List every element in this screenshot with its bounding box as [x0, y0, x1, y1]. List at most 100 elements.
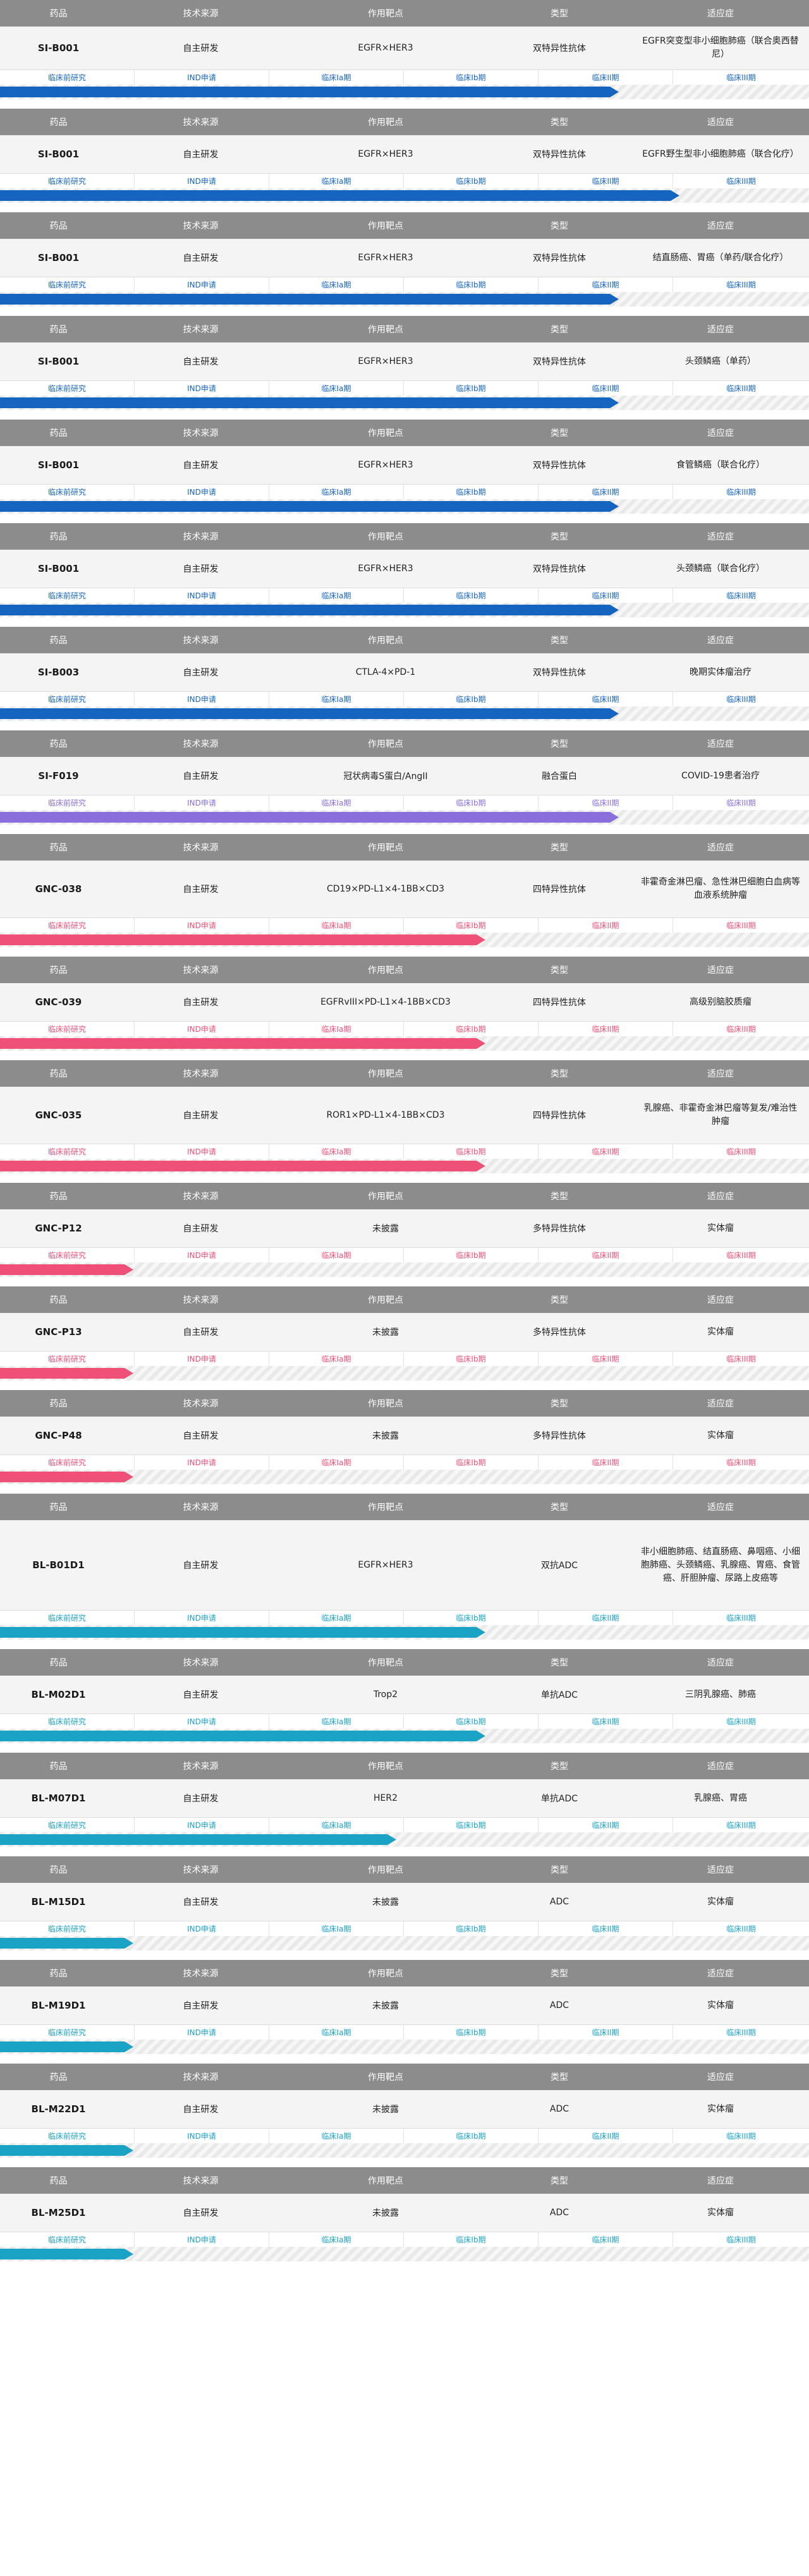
progress-track [0, 1832, 809, 1847]
cell-target: 未披露 [372, 1897, 399, 1908]
header-cell: 技术来源 [183, 1192, 219, 1202]
entry-header: 药品 技术来源 作用靶点 类型 适应症 [0, 1856, 809, 1883]
progress-bar [0, 87, 619, 97]
header-cell: 作用靶点 [368, 1762, 403, 1772]
progress-bar [0, 1368, 133, 1379]
stage-label: 临床III期 [726, 281, 756, 289]
stage-label: 临床II期 [538, 1921, 673, 1936]
stage-label: IND申请 [135, 2025, 269, 2040]
stage-label: 临床Ib期 [404, 174, 538, 188]
cell-source: 自主研发 [183, 2208, 219, 2218]
header-cell: 药品 [49, 1865, 68, 1875]
pipeline-entry: 药品 技术来源 作用靶点 类型 适应症 BL-M07D1 自主研发 HER2 单抗ADC 乳腺癌、… [0, 1753, 809, 1847]
stage-label: 临床III期 [726, 2235, 756, 2244]
cell-target: EGFR×HER3 [358, 356, 413, 366]
stage-label: 临床Ia期 [269, 1818, 404, 1832]
header-cell: 药品 [49, 221, 68, 231]
cell-source: 自主研发 [183, 998, 219, 1008]
header-cell: 适应症 [707, 843, 734, 853]
stage-label: 临床III期 [726, 1925, 756, 1933]
progress-track [0, 1625, 809, 1640]
cell-target: 未披露 [372, 1224, 399, 1234]
pipeline-entry: 药品 技术来源 作用靶点 类型 适应症 GNC-039 自主研发 EGFRvIII×PD-L1… [0, 957, 809, 1051]
pipeline-entry: 药品 技术来源 作用靶点 类型 适应症 SI-B001 自主研发 EGFR×HER3 双特异性抗… [0, 523, 809, 617]
entry-row: GNC-039 自主研发 EGFRvIII×PD-L1×4-1BB×CD3 四特异性抗… [0, 983, 809, 1021]
stage-label: 临床II期 [538, 1351, 673, 1366]
stage-label: 临床Ib期 [404, 1455, 538, 1470]
cell-target: 未披露 [372, 1327, 399, 1338]
stage-label: 临床前研究 [0, 795, 135, 810]
stage-label: 临床Ia期 [269, 1455, 404, 1470]
stage-label: IND申请 [135, 918, 269, 933]
progress-bar [0, 1731, 485, 1741]
progress-bar [0, 1038, 485, 1049]
cell-type: ADC [549, 2208, 569, 2218]
entry-header: 药品 技术来源 作用靶点 类型 适应症 [0, 1753, 809, 1779]
progress-bar [0, 1161, 485, 1171]
header-cell: 作用靶点 [368, 739, 403, 749]
cell-target: ROR1×PD-L1×4-1BB×CD3 [326, 1110, 445, 1120]
pipeline-entry: 药品 技术来源 作用靶点 类型 适应症 BL-M25D1 自主研发 未披露 ADC 实体瘤 临床前研… [0, 2167, 809, 2261]
cell-indication: 乳腺癌、非霍奇金淋巴瘤等复发/难治性肿瘤 [643, 1103, 798, 1127]
header-cell: 作用靶点 [368, 428, 403, 438]
progress-bar [0, 1627, 485, 1638]
entry-row: SI-B001 自主研发 EGFR×HER3 双特异性抗体 食管鳞癌（联合化疗） [0, 446, 809, 484]
entry-header: 药品 技术来源 作用靶点 类型 适应症 [0, 1183, 809, 1209]
cell-source: 自主研发 [183, 2105, 219, 2115]
header-cell: 药品 [49, 1399, 68, 1409]
stage-label: 临床前研究 [0, 2129, 135, 2143]
progress-track [0, 1159, 809, 1173]
entry-row: BL-M07D1 自主研发 HER2 单抗ADC 乳腺癌、胃癌 [0, 1779, 809, 1817]
stage-label: 临床前研究 [0, 174, 135, 188]
stage-label: 临床前研究 [0, 485, 135, 499]
entry-header: 药品 技术来源 作用靶点 类型 适应症 [0, 1060, 809, 1087]
header-cell: 适应症 [707, 9, 734, 19]
cell-drug: BL-B01D1 [32, 1559, 85, 1571]
header-cell: 适应症 [707, 1865, 734, 1875]
cell-source: 自主研发 [183, 771, 219, 782]
cell-indication: 实体瘤 [707, 2000, 734, 2011]
progress-track [0, 933, 809, 947]
header-cell: 适应症 [707, 428, 734, 438]
header-cell: 药品 [49, 325, 68, 335]
entry-row: BL-M02D1 自主研发 Trop2 单抗ADC 三阴乳腺癌、肺癌 [0, 1676, 809, 1714]
stage-label: IND申请 [135, 70, 269, 85]
cell-drug: BL-M19D1 [31, 2000, 86, 2011]
entry-header: 药品 技术来源 作用靶点 类型 适应症 [0, 109, 809, 135]
cell-target: HER2 [373, 1793, 398, 1803]
stage-strip: 临床前研究 IND申请 临床Ia期 临床Ib期 临床II期 临床III期 [0, 1247, 809, 1277]
entry-header: 药品 技术来源 作用靶点 类型 适应症 [0, 0, 809, 27]
header-cell: 药品 [49, 118, 68, 128]
stage-strip: 临床前研究 IND申请 临床Ia期 临床Ib期 临床II期 临床III期 [0, 1714, 809, 1743]
cell-type: ADC [549, 2000, 569, 2011]
entry-header: 药品 技术来源 作用靶点 类型 适应症 [0, 2167, 809, 2194]
cell-indication: 非霍奇金淋巴瘤、急性淋巴细胞白血病等血液系统肿瘤 [641, 877, 800, 900]
stage-label: 临床III期 [726, 1147, 756, 1156]
progress-track [0, 1729, 809, 1743]
cell-indication: 三阴乳腺癌、肺癌 [685, 1689, 756, 1700]
stage-label: 临床Ib期 [404, 485, 538, 499]
pipeline-entry: 药品 技术来源 作用靶点 类型 适应症 GNC-P48 自主研发 未披露 多特异性抗体 实体瘤 临床… [0, 1390, 809, 1484]
stage-label: 临床II期 [538, 918, 673, 933]
cell-source: 自主研发 [183, 668, 219, 678]
cell-source: 自主研发 [183, 253, 219, 263]
stage-label: 临床前研究 [0, 1022, 135, 1036]
header-cell: 技术来源 [183, 1069, 219, 1079]
cell-drug: SI-B001 [37, 148, 80, 160]
stage-label: 临床III期 [726, 695, 756, 704]
stage-label: 临床Ib期 [404, 381, 538, 396]
header-cell: 类型 [550, 1969, 568, 1979]
stage-label: 临床Ia期 [269, 918, 404, 933]
stage-label: 临床II期 [538, 1611, 673, 1625]
cell-target: 未披露 [372, 2001, 399, 2011]
header-cell: 药品 [49, 636, 68, 646]
cell-drug: GNC-P13 [35, 1326, 82, 1338]
header-cell: 技术来源 [183, 1399, 219, 1409]
header-cell: 类型 [550, 2072, 568, 2083]
header-cell: 作用靶点 [368, 1069, 403, 1079]
cell-type: 单抗ADC [540, 1690, 578, 1700]
cell-drug: SI-B001 [37, 356, 80, 367]
header-cell: 类型 [550, 325, 568, 335]
header-cell: 技术来源 [183, 428, 219, 438]
header-cell: 类型 [550, 118, 568, 128]
